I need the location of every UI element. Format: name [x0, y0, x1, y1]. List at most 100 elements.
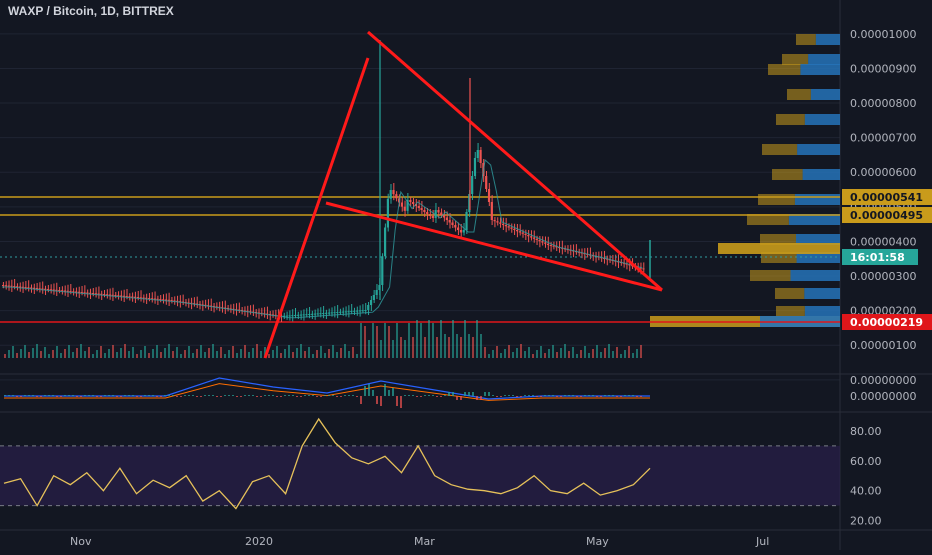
macd-histogram-bar	[468, 392, 470, 396]
candle-body	[493, 220, 496, 222]
time-tick-label: May	[586, 535, 609, 548]
candle-body	[24, 287, 27, 288]
candle-body	[395, 194, 398, 199]
candle-body	[305, 314, 308, 316]
price-tick-label: 0.00000400	[850, 235, 916, 248]
price-tick-label: 0.00000000	[850, 374, 916, 387]
volume-bar	[96, 350, 98, 358]
candle-body	[451, 222, 454, 225]
macd-histogram-bar	[632, 395, 634, 396]
candle-body	[392, 190, 395, 195]
macd-histogram-bar	[572, 395, 574, 396]
macd-histogram-bar	[180, 396, 182, 397]
candle-body	[468, 194, 471, 212]
macd-histogram-bar	[24, 395, 26, 396]
volume-bar	[308, 347, 310, 358]
candle-body	[7, 285, 10, 287]
volume-bar	[280, 353, 282, 358]
candle-body	[552, 245, 555, 247]
candle-body	[176, 300, 179, 302]
macd-histogram-bar	[432, 395, 434, 396]
volume-bar	[464, 320, 466, 358]
volume-bar	[156, 345, 158, 358]
candle-body	[457, 227, 460, 230]
volume-bar	[512, 352, 514, 358]
candle-body	[288, 315, 291, 317]
macd-histogram-bar	[184, 395, 186, 396]
price-level-label: 0.00000495	[850, 209, 923, 222]
wedge-upper-line	[367, 30, 663, 292]
candle-body	[153, 298, 156, 300]
macd-histogram-bar	[472, 392, 474, 396]
macd-histogram-bar	[188, 395, 190, 396]
macd-histogram-bar	[416, 396, 418, 397]
volume-bar	[424, 337, 426, 358]
candle-body	[546, 243, 550, 245]
volume-bar	[140, 350, 142, 358]
volume-bar	[296, 348, 298, 358]
volume-bar	[384, 323, 386, 358]
volume-bar	[500, 353, 502, 358]
macd-histogram-bar	[208, 395, 210, 396]
candle-body	[369, 300, 373, 305]
macd-histogram-bar	[304, 395, 306, 396]
macd-histogram-bar	[48, 395, 50, 396]
candle-body	[94, 293, 97, 295]
macd-histogram-bar	[308, 395, 310, 396]
volume-bar	[172, 351, 174, 358]
volume-bar	[540, 346, 542, 358]
volume-bar	[436, 337, 438, 358]
macd-histogram-bar	[132, 395, 134, 396]
macd-histogram-bar	[200, 396, 202, 397]
candle-body	[541, 241, 544, 243]
candle-body	[473, 158, 477, 176]
volume-bar	[184, 350, 186, 358]
macd-histogram-bar	[476, 396, 478, 400]
candle-body	[108, 294, 111, 296]
candle-body	[103, 294, 106, 295]
volume-bar	[228, 350, 230, 358]
volume-bar	[452, 320, 454, 358]
macd-histogram-bar	[440, 396, 442, 397]
time-tick-label: 2020	[245, 535, 273, 548]
macd-histogram-bar	[568, 395, 570, 396]
macd-histogram-bar	[152, 395, 154, 396]
volume-bar	[548, 349, 550, 358]
macd-histogram-bar	[536, 396, 538, 397]
candle-body	[496, 221, 499, 223]
candle-body	[66, 290, 69, 292]
candle-body	[299, 314, 302, 316]
macd-histogram-bar	[596, 396, 598, 397]
macd-histogram-bar	[436, 396, 438, 397]
rsi-line	[3, 417, 651, 510]
macd-histogram-bar	[84, 395, 86, 396]
macd-histogram-bar	[484, 392, 486, 396]
macd-histogram-bar	[576, 396, 578, 397]
volume-bar	[592, 349, 594, 358]
macd-histogram-bar	[252, 395, 254, 396]
candle-body	[294, 315, 297, 316]
candle-body	[642, 268, 645, 270]
volume-profile-down-bar	[776, 306, 805, 317]
volume-bar	[304, 351, 306, 358]
macd-histogram-bar	[408, 395, 410, 396]
macd-histogram-bar	[584, 395, 586, 396]
candle-body	[487, 189, 491, 202]
volume-profile-down-bar	[796, 34, 816, 45]
candle-body	[52, 289, 55, 291]
candle-body	[4, 285, 8, 287]
candle-body	[322, 313, 325, 314]
volume-bar	[340, 348, 342, 358]
price-tick-label: 0.00000900	[850, 62, 916, 75]
volume-profile-up-bar	[804, 114, 840, 125]
volume-bar	[244, 345, 246, 358]
macd-histogram-bar	[628, 395, 630, 396]
candle-body	[426, 212, 429, 214]
candle-body	[445, 217, 448, 220]
macd-histogram-bar	[8, 395, 10, 396]
candle-body	[139, 297, 142, 299]
volume-bar	[364, 326, 366, 358]
volume-bar	[136, 354, 138, 358]
volume-bar	[88, 347, 90, 358]
